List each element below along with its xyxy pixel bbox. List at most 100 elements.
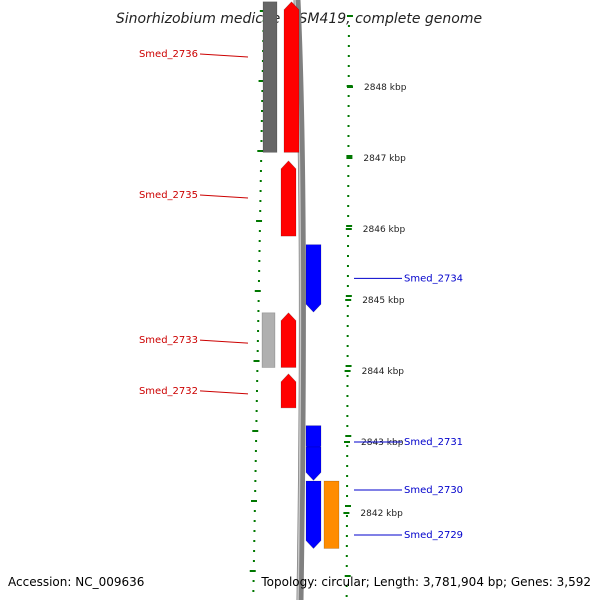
- gene-label: Smed_2730: [404, 485, 463, 496]
- tick-mark: [252, 590, 255, 592]
- tick-mark: [253, 510, 256, 512]
- topology-label: Topology: circular; Length: 3,781,904 bp…: [260, 575, 591, 589]
- gene-feature: [280, 160, 297, 237]
- tick-mark: [258, 250, 261, 252]
- tick-mark: [255, 410, 258, 412]
- tick-mark: [346, 465, 349, 467]
- tick-mark: [347, 45, 350, 47]
- tick-mark: [346, 385, 349, 387]
- tick-mark: [252, 560, 255, 562]
- ruler-label: 2844 kbp: [362, 367, 405, 377]
- ruler-tick: [347, 86, 353, 88]
- tick-mark: [259, 180, 262, 182]
- tick-mark: [257, 330, 260, 332]
- tick-mark: [261, 70, 264, 72]
- tick-mark: [261, 90, 264, 92]
- gene-label: Smed_2734: [404, 273, 463, 284]
- tick-mark: [346, 335, 349, 337]
- tick-mark: [345, 295, 352, 297]
- tick-mark: [258, 80, 265, 82]
- tick-mark: [260, 130, 263, 132]
- tick-mark: [255, 400, 258, 402]
- gene-feature: [305, 446, 322, 481]
- tick-mark: [259, 10, 266, 12]
- tick-mark: [346, 455, 349, 457]
- tick-mark: [346, 445, 349, 447]
- tick-mark: [347, 115, 350, 117]
- tick-mark: [256, 380, 259, 382]
- tick-mark: [347, 145, 350, 147]
- tick-mark: [260, 160, 263, 162]
- tick-mark: [346, 15, 353, 17]
- tick-mark: [345, 435, 352, 437]
- label-leader-line: [199, 390, 249, 395]
- tick-mark: [346, 425, 349, 427]
- gene-feature: [323, 480, 340, 549]
- gene-label: Smed_2731: [404, 437, 463, 448]
- tick-mark: [258, 260, 261, 262]
- gene-feature: [280, 312, 297, 368]
- gene-label: Smed_2732: [139, 386, 198, 397]
- tick-mark: [346, 355, 349, 357]
- gene-feature: [305, 480, 322, 549]
- tick-mark: [347, 105, 350, 107]
- tick-mark: [345, 515, 348, 517]
- tick-mark: [345, 595, 348, 597]
- ruler-label: 2845 kbp: [362, 296, 405, 306]
- tick-mark: [256, 340, 259, 342]
- tick-mark: [347, 65, 350, 67]
- tick-mark: [257, 320, 260, 322]
- gene-feature: [305, 244, 322, 313]
- tick-mark: [257, 310, 260, 312]
- tick-mark: [261, 100, 264, 102]
- tick-mark: [347, 195, 350, 197]
- tick-mark: [347, 35, 350, 37]
- tick-mark: [346, 155, 353, 157]
- tick-mark: [346, 475, 349, 477]
- tick-mark: [347, 205, 350, 207]
- gene-feature: [261, 312, 276, 368]
- tick-mark: [347, 235, 350, 237]
- tick-mark: [347, 55, 350, 57]
- ruler-tick: [344, 441, 350, 443]
- gene-label: Smed_2733: [139, 335, 198, 346]
- tick-mark: [347, 245, 350, 247]
- ruler-label: 2842 kbp: [360, 509, 403, 519]
- tick-mark: [255, 390, 258, 392]
- gene-label: Smed_2729: [404, 530, 463, 541]
- tick-mark: [258, 240, 261, 242]
- genome-backbone: [293, 0, 306, 600]
- tick-mark: [253, 540, 256, 542]
- tick-mark: [345, 585, 348, 587]
- tick-mark: [254, 490, 257, 492]
- gene-feature: [283, 1, 300, 153]
- tick-mark: [261, 110, 264, 112]
- ruler-tick: [346, 157, 353, 159]
- tick-mark: [346, 405, 349, 407]
- ruler-label: 2843 kbp: [361, 438, 404, 448]
- tick-mark: [255, 420, 258, 422]
- gene-feature: [262, 1, 278, 153]
- tick-mark: [253, 530, 256, 532]
- tick-mark: [347, 175, 350, 177]
- tick-mark: [256, 350, 259, 352]
- tick-mark: [259, 200, 262, 202]
- tick-mark: [346, 345, 349, 347]
- gene-features: [261, 1, 340, 549]
- kbp-ruler: 2848 kbp 2847 kbp 2846 kbp 2845 kbp 2844 kbp…: [343, 83, 407, 519]
- tick-mark: [347, 75, 350, 77]
- tick-mark: [254, 480, 257, 482]
- tick-mark: [254, 460, 257, 462]
- tick-mark: [345, 555, 348, 557]
- tick-mark: [255, 440, 258, 442]
- tick-mark: [261, 60, 264, 62]
- tick-mark: [257, 300, 260, 302]
- tick-mark: [251, 500, 257, 502]
- ruler-tick: [344, 370, 351, 372]
- tick-mark: [347, 255, 349, 257]
- tick-mark: [345, 545, 348, 547]
- tick-mark: [346, 325, 349, 327]
- outer-tick-ring: [344, 15, 353, 597]
- tick-mark: [346, 415, 349, 417]
- tick-mark: [346, 285, 349, 287]
